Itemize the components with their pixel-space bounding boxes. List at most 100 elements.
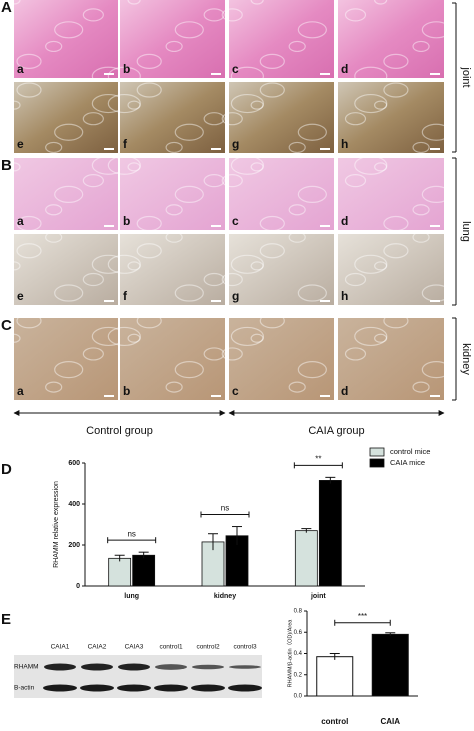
micrograph xyxy=(120,234,225,305)
tissue-texture xyxy=(7,333,21,343)
tissue-texture xyxy=(203,174,225,188)
tissue-texture xyxy=(16,313,42,329)
panel-sub-label: b xyxy=(123,62,130,76)
tissue-texture xyxy=(288,381,306,393)
tissue-texture xyxy=(127,162,141,172)
tissue-texture xyxy=(230,254,265,274)
panel-sub-label: g xyxy=(232,289,239,303)
significance-label: ns xyxy=(221,504,229,513)
tissue-texture xyxy=(374,0,388,5)
bar xyxy=(108,557,132,587)
tissue-texture xyxy=(259,313,285,329)
tissue-texture xyxy=(344,272,367,287)
scale-bar xyxy=(320,300,330,302)
scale-bar xyxy=(430,148,440,150)
tissue-texture xyxy=(383,82,409,98)
x-tick-label: kidney xyxy=(214,593,236,600)
tissue-texture xyxy=(383,215,409,232)
scale-bar xyxy=(320,148,330,150)
micrograph xyxy=(14,158,118,230)
tissue-texture xyxy=(288,141,306,154)
tissue-texture xyxy=(297,21,327,39)
tissue-texture xyxy=(250,261,264,271)
tissue-texture xyxy=(412,381,430,393)
tissue-texture xyxy=(54,360,84,379)
scale-bar xyxy=(211,148,221,150)
significance-label: ns xyxy=(127,529,135,538)
blot-background xyxy=(14,655,262,698)
blot-band xyxy=(155,664,187,670)
tissue-texture xyxy=(82,347,104,361)
tissue-texture xyxy=(374,333,388,343)
tissue-texture xyxy=(221,272,243,287)
scale-bar xyxy=(104,395,114,397)
blot-band xyxy=(191,684,225,692)
micrograph xyxy=(120,318,225,400)
tissue-texture xyxy=(344,8,367,22)
scale-bar xyxy=(430,73,440,75)
tissue-texture xyxy=(7,261,21,271)
blot-band xyxy=(117,684,151,692)
y-tick-label: 400 xyxy=(68,501,80,508)
tissue-texture xyxy=(45,204,63,216)
tissue-label: kidney xyxy=(460,343,472,375)
panel-label: A xyxy=(1,0,12,16)
tissue-texture xyxy=(288,204,306,216)
tissue-texture xyxy=(174,123,204,141)
significance-label: ** xyxy=(315,454,321,463)
tissue-texture xyxy=(174,360,204,379)
scale-bar xyxy=(430,395,440,397)
panel-sub-label: c xyxy=(232,214,239,228)
tissue-texture xyxy=(136,243,162,259)
blot-band xyxy=(229,665,261,669)
tissue-texture xyxy=(54,185,84,204)
scale-bar xyxy=(430,225,440,227)
tissue-texture xyxy=(107,155,141,175)
protein-label: B-actin xyxy=(14,685,35,692)
tissue-texture xyxy=(354,326,388,347)
tissue-texture xyxy=(374,261,388,271)
tissue-texture xyxy=(16,243,42,259)
tissue-texture xyxy=(203,112,225,126)
y-axis-label: RHAMM relative expression xyxy=(53,481,60,568)
y-axis-label: RHAMM/β-actin（OD)/Area xyxy=(286,619,293,688)
scale-bar xyxy=(211,395,221,397)
tissue-texture xyxy=(16,215,42,232)
tissue-texture xyxy=(165,204,183,216)
tissue-texture xyxy=(259,215,285,232)
tissue-texture xyxy=(54,21,84,39)
x-tick-label: lung xyxy=(124,593,139,600)
micrograph xyxy=(14,0,118,78)
tissue-texture xyxy=(230,93,265,114)
tissue-texture xyxy=(127,261,141,271)
tissue-texture xyxy=(7,0,21,5)
tissue-texture xyxy=(250,100,264,110)
tissue-texture xyxy=(7,100,21,110)
blot-band xyxy=(43,684,77,692)
tissue-texture xyxy=(174,21,204,39)
tissue-texture xyxy=(165,141,183,154)
tissue-texture xyxy=(165,381,183,393)
panel-sub-label: a xyxy=(17,384,24,398)
lane-label: CAIA3 xyxy=(125,644,144,651)
y-tick-label: 0.4 xyxy=(294,651,303,657)
micrograph xyxy=(229,158,334,230)
tissue-texture xyxy=(383,53,409,69)
tissue-texture xyxy=(383,313,409,329)
y-tick-label: 0.2 xyxy=(294,672,303,678)
panel-label: C xyxy=(1,317,12,334)
y-tick-label: 600 xyxy=(68,460,80,467)
scale-bar xyxy=(104,225,114,227)
legend-swatch xyxy=(369,447,385,457)
tissue-texture xyxy=(45,40,63,53)
bar xyxy=(371,633,409,697)
blot-band xyxy=(44,663,76,671)
tissue-texture xyxy=(344,112,367,126)
micrograph xyxy=(14,234,118,305)
tissue-texture xyxy=(297,185,327,204)
tissue-texture xyxy=(288,231,306,243)
panel-sub-label: d xyxy=(341,214,348,228)
micrograph xyxy=(120,158,225,230)
micrograph xyxy=(338,82,444,153)
micrograph xyxy=(229,234,334,305)
